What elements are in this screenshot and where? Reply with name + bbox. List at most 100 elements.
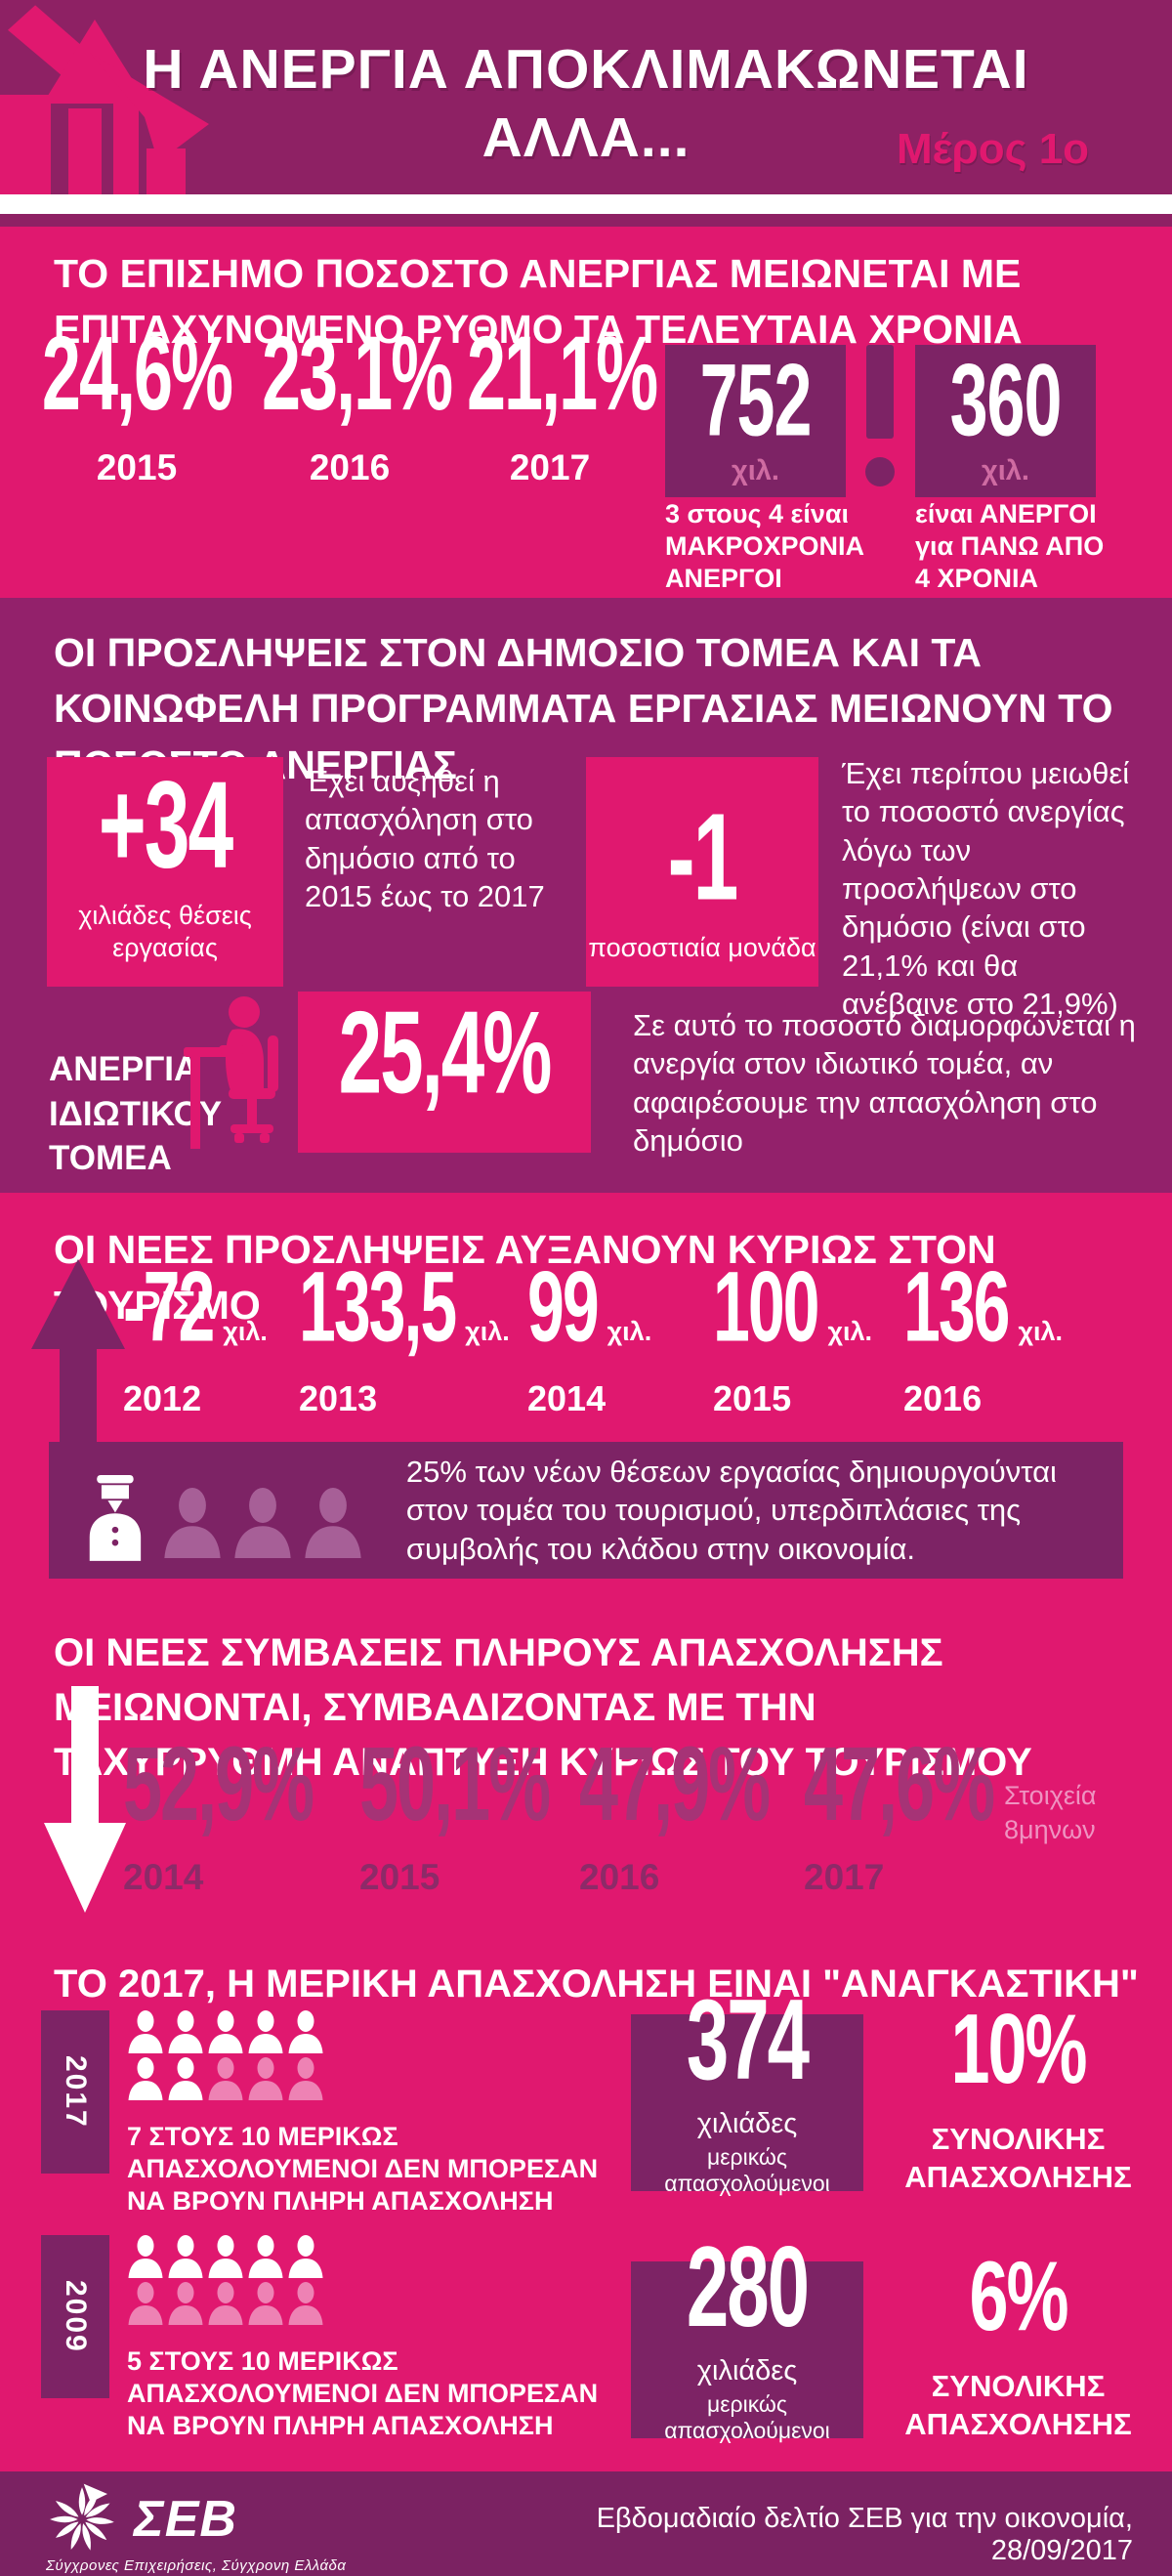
person-icon-faded [288,2282,323,2325]
page-title-line1: Η ΑΝΕΡΓΙΑ ΑΠΟΚΛΙΜΑΚΩΝΕΤΑΙ [143,38,1029,101]
tourism-stat-2013: 133,5 χιλ. 2013 [299,1257,510,1419]
fulltime-value: 47,9% [579,1726,771,1843]
page-title-line2: ΑΛΛΑ... [481,106,691,169]
year-tab-2017: 2017 [41,2010,109,2174]
header: Η ΑΝΕΡΓΙΑ ΑΠΟΚΛΙΜΑΚΩΝΕΤΑΙ ΑΛΛΑ... Μέρος … [0,0,1172,194]
part-time-unit2: μερικώς απασχολούμενοι [664,2144,830,2196]
rate-stat-2016: 23,1% 2016 [262,321,453,488]
purple-divider [0,214,1172,227]
share-label: ΣΥΝΟΛΙΚΗΣ ΑΠΑΣΧΟΛΗΣΗΣ [904,2122,1132,2194]
rate-stat-2015: 24,6% 2015 [34,321,239,488]
rate-value: 23,1% [262,316,453,433]
part-time-value: 280 [686,2221,810,2351]
long-term-caption: 3 στους 4 είναι ΜΑΚΡΟΧΡΟΝΙΑ ΑΝΕΡΓΟΙ [665,499,865,593]
fulltime-year: 2016 [579,1857,660,1897]
bellhop-icon [89,1474,142,1561]
rate-value: 21,1% [467,316,658,433]
part-time-caption-2009: 5 ΣΤΟΥΣ 10 ΜΕΡΙΚΩΣ ΑΠΑΣΧΟΛΟΥΜΕΝΟΙ ΔΕΝ ΜΠ… [127,2346,599,2440]
year-tab-label: 2009 [60,2280,92,2353]
tourism-stat-2014: 99 χιλ. 2014 [527,1257,652,1419]
over-4-years-caption: είναι ΑΝΕΡΓΟΙ για ΠΑΝΩ ΑΠΟ 4 ΧΡΟΝΙΑ [915,499,1105,593]
person-icon [128,2057,163,2100]
person-icon-faded [208,2282,243,2325]
tourism-unit: χιλ. [465,1317,510,1346]
share-value: 10% [950,1995,1087,2105]
person-icon [288,2010,323,2053]
rate-year: 2015 [96,447,178,487]
person-icon [168,2010,203,2053]
fulltime-year: 2014 [123,1857,204,1897]
section-public-sector-title: ΟΙ ΠΡΟΣΛΗΨΕΙΣ ΣΤΟΝ ΔΗΜΟΣΙΟ ΤΟΜΕΑ ΚΑΙ ΤΑ … [54,630,1113,787]
person-icon [168,2235,203,2278]
part-label: Μέρος 1ο [897,125,1090,173]
public-jobs-label: χιλιάδες θέσεις εργασίας [78,900,252,963]
person-icon-faded [128,2282,163,2325]
long-term-value: 752 [699,343,813,457]
fulltime-value: 47,6% [804,1726,995,1843]
person-icon-faded [208,2057,243,2100]
worker-silhouettes [160,1488,365,1558]
person-icon-faded [288,2057,323,2100]
footer: ΣΕΒ Σύγχρονες Επιχειρήσεις, Σύγχρονη Ελλ… [0,2471,1172,2576]
part-time-icons-2017-row1 [127,2010,324,2053]
private-rate-note: Σε αυτό το ποσοστό διαμορφώνεται η ανεργ… [633,1008,1136,1159]
sev-sun-icon [50,2483,114,2551]
year-tab-2009: 2009 [41,2235,109,2398]
part-time-icons-2017-row2 [127,2057,324,2100]
tourism-value: 99 [527,1251,600,1363]
rate-points-value: -1 [667,787,739,926]
fulltime-stat-2014: 52,9% 2014 [123,1732,314,1898]
part-time-icons-2009-row2 [127,2282,324,2325]
tourism-note: 25% των νέων θέσεων εργασίας δημιουργούν… [405,1454,1057,1566]
person-icon [128,2235,163,2278]
tourism-year: 2012 [123,1378,202,1418]
public-jobs-box: +34 χιλιάδες θέσεις εργασίας [47,757,283,987]
fulltime-stat-2017: 47,6% 2017 [804,1732,995,1898]
fulltime-value: 50,1% [359,1726,551,1843]
person-at-desk-icon [184,996,278,1149]
tourism-unit: χιλ. [827,1317,873,1346]
person-icon-faded [248,2282,283,2325]
part-time-box-2009: 280 χιλιάδες μερικώς απασχολούμενοι [631,2229,863,2443]
person-icon [208,2235,243,2278]
person-icon [164,1488,221,1558]
fulltime-note: Στοιχεία 8μηνων [1004,1781,1097,1845]
section-part-time-title: ΤΟ 2017, Η ΜΕΡΙΚΗ ΑΠΑΣΧΟΛΗΣΗ ΕΙΝΑΙ "ΑΝΑΓ… [54,1963,1139,2006]
fulltime-year: 2015 [359,1857,440,1897]
arrow-down-icon [44,1686,126,1913]
rate-points-label: ποσοστιαία μονάδα [588,933,816,963]
public-jobs-note: Έχει αυξηθεί η απασχόληση στο δημόσιο απ… [305,764,545,914]
over-4-years-box: 360 χιλ. [915,345,1096,497]
person-icon [234,1488,291,1558]
private-rate-value: 25,4% [338,987,553,1118]
part-time-unit2: μερικώς απασχολούμενοι [664,2391,830,2443]
white-divider [0,194,1172,214]
section-full-time-title: ΟΙ ΝΕΕΣ ΣΥΜΒΑΣΕΙΣ ΠΛΗΡΟΥΣ ΑΠΑΣΧΟΛΗΣΗΣ ΜΕ… [54,1631,1032,1784]
tourism-year: 2013 [299,1378,378,1418]
tourism-stat-2016: 136 χιλ. 2016 [903,1257,1063,1419]
section-lower: ΟΙ ΝΕΕΣ ΠΡΟΣΛΗΨΕΙΣ ΑΥΞΑΝΟΥΝ ΚΥΡΙΩΣ ΣΤΟΝ … [0,1193,1172,2471]
tourism-stat-2012: -72 χιλ. 2012 [123,1257,268,1419]
rate-value: 24,6% [41,316,233,433]
tourism-value: 136 [903,1251,1010,1363]
person-icon-faded [248,2057,283,2100]
tourism-unit: χιλ. [223,1317,268,1346]
sev-tagline: Σύγχρονες Επιχειρήσεις, Σύγχρονη Ελλάδα [46,2557,347,2574]
tourism-value: -72 [123,1251,215,1363]
sev-logo-text: ΣΕΒ [134,2491,237,2548]
arrow-up-icon [31,1259,125,1443]
part-time-share-2009: 6% ΣΥΝΟΛΙΚΗΣ ΑΠΑΣΧΟΛΗΣΗΣ [884,2248,1152,2444]
part-time-box-2017: 374 χιλιάδες μερικώς απασχολούμενοι [631,1982,863,2196]
share-value: 6% [969,2242,1068,2352]
fulltime-stat-2015: 50,1% 2015 [359,1732,551,1898]
rate-stat-2017: 21,1% 2017 [467,321,658,488]
rate-year: 2017 [509,447,591,487]
tourism-value: 133,5 [299,1251,457,1363]
fulltime-value: 52,9% [123,1726,314,1843]
part-time-value: 374 [686,1974,810,2104]
tourism-unit: χιλ. [607,1317,652,1346]
person-icon [168,2057,203,2100]
public-jobs-value: +34 [98,755,233,893]
tourism-value: 100 [713,1251,819,1363]
